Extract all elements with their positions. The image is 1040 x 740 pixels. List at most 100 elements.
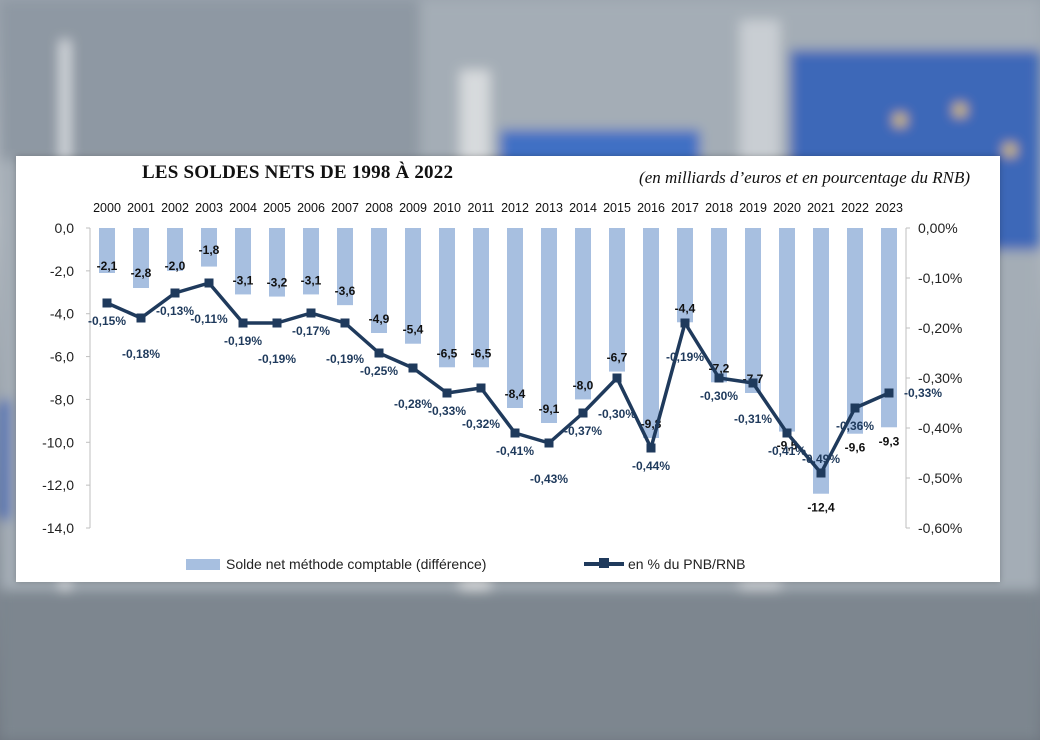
year-label: 2015 [603,201,631,215]
bar-value-label: -6,5 [471,346,492,360]
percent-point [748,378,758,388]
right-tick-label: -0,50% [918,470,962,486]
year-label: 2018 [705,201,733,215]
percent-point [408,363,418,373]
bar [643,228,659,438]
percent-value-label: -0,18% [122,347,160,361]
bar-value-label: -9,3 [879,434,900,448]
percent-value-label: -0,31% [734,412,772,426]
bar [269,228,285,297]
chart-panel: 0,0 -2,0 -4,0 -6,0 -8,0 -10,0 -12,0 -14,0 0,00% -… [16,156,1000,582]
right-tick-label: 0,00% [918,220,958,236]
left-tick-label: 0,0 [55,220,75,236]
percent-value-label: -0,33% [428,404,466,418]
year-label: 2023 [875,201,903,215]
year-label: 2019 [739,201,767,215]
percent-point [782,428,792,438]
legend-bar-label: Solde net méthode comptable (différence) [226,556,487,572]
percent-point [544,438,554,448]
bar-value-label: -4,4 [675,301,696,315]
chart-subtitle: (en milliards d’euros et en pourcentage … [639,168,970,187]
chart-title: LES SOLDES NETS DE 1998 À 2022 [142,162,454,183]
year-label: 2010 [433,201,461,215]
bar [711,228,727,383]
percent-value-label: -0,19% [258,352,296,366]
percent-value-label: -0,19% [224,334,262,348]
right-tick-label: -0,40% [918,420,962,436]
bar [371,228,387,333]
bar-value-label: -9,6 [845,441,866,455]
percent-point [306,308,316,318]
percent-value-label: -0,30% [700,389,738,403]
year-label: 2013 [535,201,563,215]
percent-value-label: -0,33% [904,386,942,400]
bar-value-label: -2,8 [131,266,152,280]
bar [745,228,761,393]
bar [303,228,319,295]
bar [813,228,829,494]
left-tick-label: -4,0 [50,306,74,322]
bar [541,228,557,423]
percent-value-label: -0,41% [768,444,806,458]
bar-value-label: -8,4 [505,387,526,401]
bar [167,228,183,271]
year-label: 2008 [365,201,393,215]
percent-value-label: -0,44% [632,459,670,473]
year-label: 2005 [263,201,291,215]
bar-value-label: -5,4 [403,323,424,337]
percent-value-label: -0,11% [190,312,228,326]
left-tick-label: -12,0 [42,477,74,493]
bar [201,228,217,267]
percent-value-label: -0,37% [564,424,602,438]
bar-value-label: -3,1 [233,273,254,287]
right-tick-label: -0,60% [918,520,962,536]
legend-item-line: en % du PNB/RNB [584,556,746,572]
bar-value-label: -6,5 [437,346,458,360]
percent-point [646,443,656,453]
percent-value-label: -0,13% [156,304,194,318]
percent-point [714,373,724,383]
bar-value-label: -3,1 [301,273,322,287]
year-label: 2004 [229,201,257,215]
percent-value-label: -0,19% [326,352,364,366]
right-tick-label: -0,10% [918,270,962,286]
year-label: 2006 [297,201,325,215]
percent-point [578,408,588,418]
percent-point [680,318,690,328]
percent-point [272,318,282,328]
bar [881,228,897,428]
bar [473,228,489,368]
year-label: 2000 [93,201,121,215]
bar-value-label: -9,5 [777,439,798,453]
bar-value-label: -3,2 [267,276,288,290]
year-label: 2014 [569,201,597,215]
bar [235,228,251,295]
percent-point [884,388,894,398]
bar [575,228,591,400]
bar [677,228,693,323]
legend-item-bars: Solde net méthode comptable (différence) [186,556,486,572]
percent-point [816,468,826,478]
percent-value-label: -0,15% [88,314,126,328]
bar-value-label: -4,9 [369,312,390,326]
year-label: 2022 [841,201,869,215]
year-label: 2009 [399,201,427,215]
year-label: 2012 [501,201,529,215]
percent-point [136,313,146,323]
percent-line [106,281,890,475]
percent-point [510,428,520,438]
bar-value-label: -8,0 [573,378,594,392]
bar-value-label: -9,1 [539,402,560,416]
left-tick-label: -6,0 [50,349,74,365]
bar-value-label: -6,7 [607,351,628,365]
legend-line-label: en % du PNB/RNB [628,556,746,572]
percent-point [238,318,248,328]
left-tick-label: -2,0 [50,263,74,279]
percent-value-label: -0,19% [666,350,704,364]
bar [337,228,353,306]
left-tick-label: -14,0 [42,520,74,536]
year-label: 2001 [127,201,155,215]
net-balance-chart: 0,0 -2,0 -4,0 -6,0 -8,0 -10,0 -12,0 -14,0 0,00% -… [42,201,962,536]
bar-value-label: -1,8 [199,243,220,257]
year-label: 2007 [331,201,359,215]
